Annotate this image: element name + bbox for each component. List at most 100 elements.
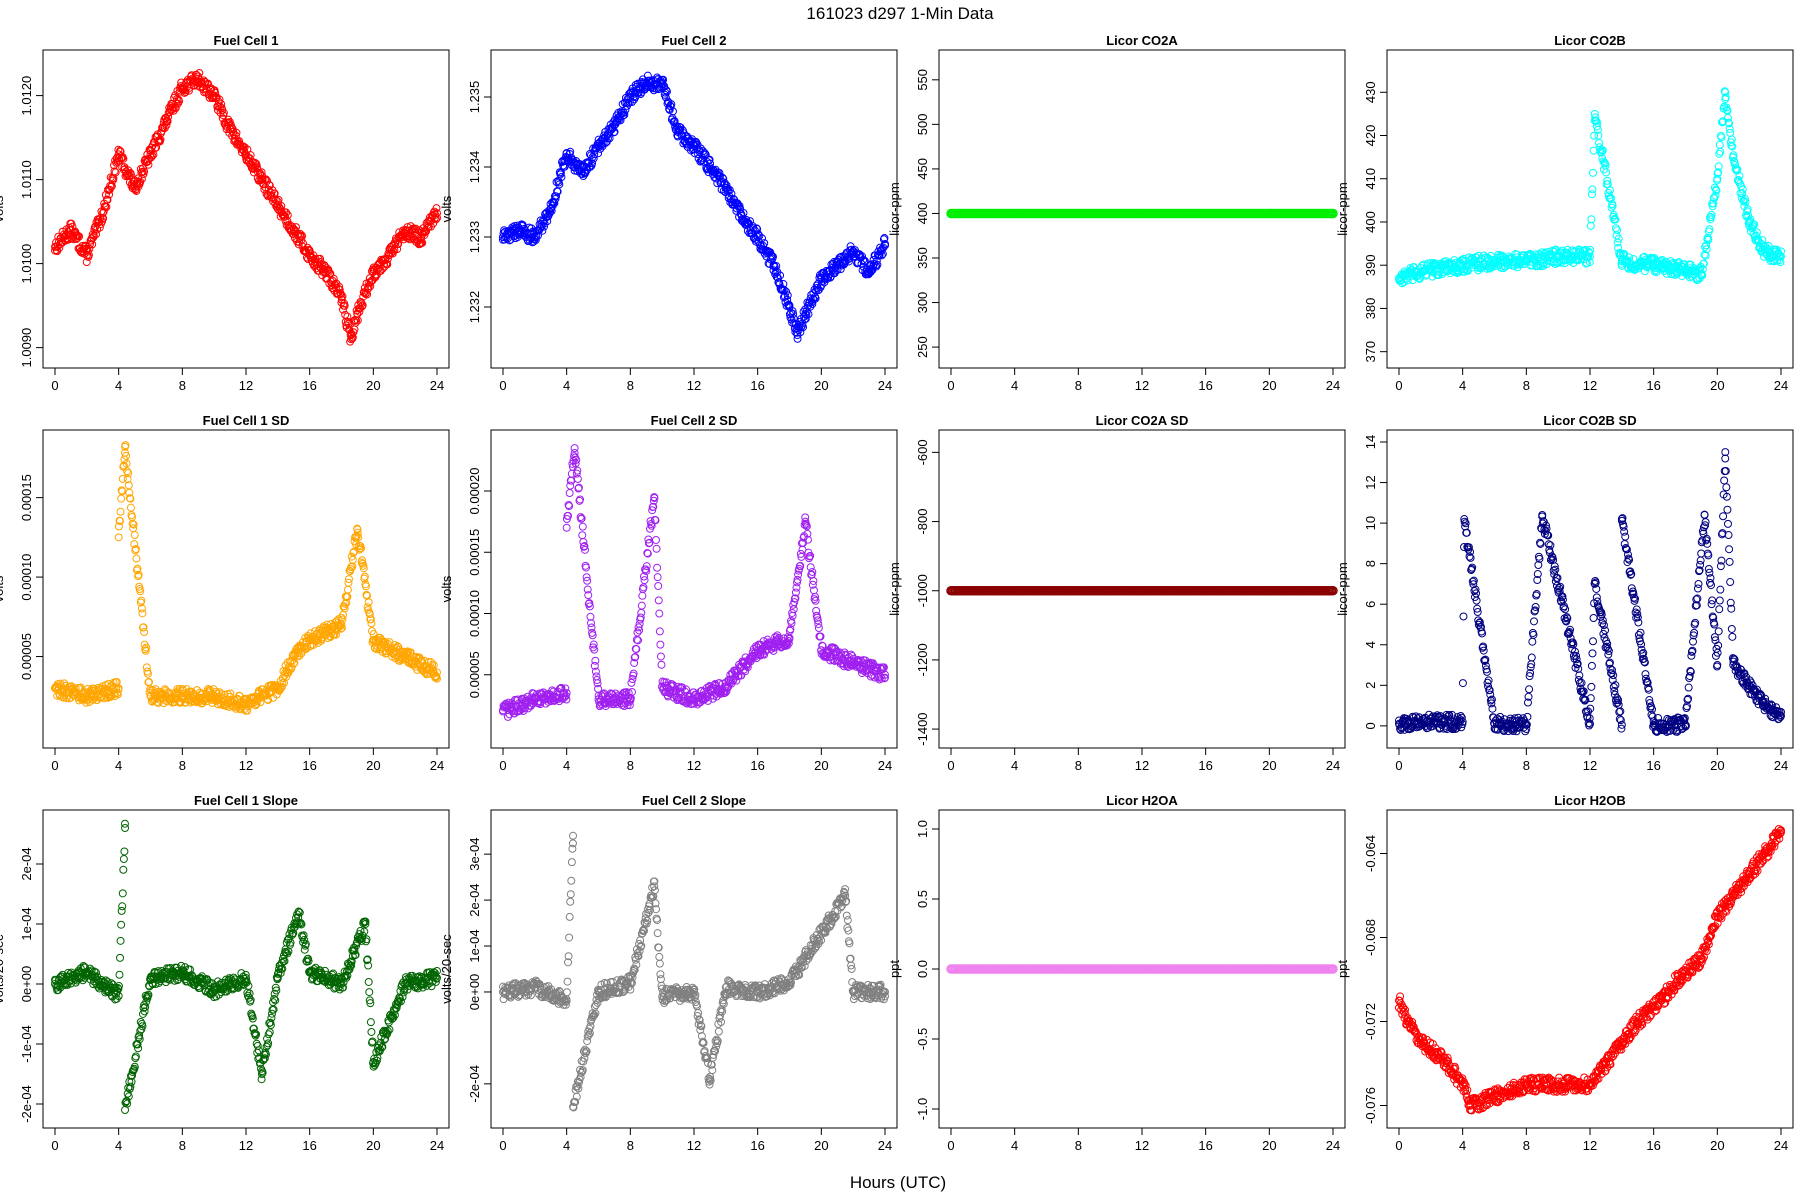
data-point	[1723, 519, 1732, 528]
data-point	[105, 190, 114, 199]
data-point	[539, 217, 548, 226]
data-point	[55, 243, 64, 252]
x-tick-label: 24	[1326, 378, 1340, 393]
data-point	[654, 596, 663, 605]
y-tick-label: -1200	[915, 643, 930, 676]
data-point	[638, 591, 647, 600]
panel-title: Licor CO2A SD	[1096, 413, 1189, 428]
x-tick-label: 8	[1523, 378, 1530, 393]
data-point	[418, 238, 427, 247]
x-tick-label: 12	[1583, 758, 1597, 773]
panel-title: Fuel Cell 1	[213, 33, 278, 48]
data-point	[117, 494, 126, 503]
data-point	[364, 598, 373, 607]
y-axis-label: licor-ppm	[887, 182, 902, 235]
data-point	[584, 158, 593, 167]
y-tick-label: 0.00005	[467, 651, 482, 698]
x-tick-label: 24	[878, 378, 892, 393]
data-point	[433, 209, 441, 218]
figure-title: 161023 d297 1-Min Data	[806, 4, 994, 23]
data-point	[1528, 637, 1537, 646]
y-tick-label: -600	[915, 439, 930, 465]
y-tick-label: 0	[1363, 722, 1378, 729]
data-point	[348, 333, 357, 342]
x-tick-label: 16	[750, 378, 764, 393]
y-tick-label: 390	[1363, 254, 1378, 276]
data-points	[51, 68, 441, 346]
data-point	[562, 523, 571, 532]
data-point	[633, 628, 642, 637]
x-tick-label: 8	[179, 758, 186, 773]
data-point	[637, 608, 646, 617]
x-tick-label: 12	[687, 758, 701, 773]
data-point	[657, 660, 666, 669]
x-tick-label: 0	[51, 378, 58, 393]
data-point	[110, 167, 119, 176]
data-point	[591, 656, 600, 665]
x-tick-label: 16	[302, 378, 316, 393]
y-tick-label: 10	[1363, 516, 1378, 530]
y-tick-label: 370	[1363, 341, 1378, 363]
data-point	[570, 444, 579, 453]
y-tick-label: 1.0110	[19, 160, 34, 199]
data-point	[369, 268, 378, 276]
y-tick-label: 1.0090	[19, 328, 34, 368]
data-point	[557, 173, 566, 182]
y-tick-label: 400	[915, 203, 930, 225]
data-point	[1715, 140, 1724, 149]
data-point	[195, 68, 204, 77]
data-point	[257, 175, 266, 184]
data-point	[655, 609, 664, 618]
data-point	[367, 619, 376, 628]
x-tick-label: 4	[1011, 378, 1018, 393]
data-point	[1720, 476, 1729, 485]
x-tick-label: 16	[750, 758, 764, 773]
data-point	[540, 219, 549, 228]
data-point	[246, 151, 255, 160]
x-tick-label: 4	[1459, 378, 1466, 393]
data-point	[653, 563, 662, 572]
y-tick-label: 380	[1363, 298, 1378, 320]
data-point	[1714, 627, 1723, 636]
y-tick-label: 14	[1363, 435, 1378, 449]
data-point	[404, 234, 413, 243]
data-point	[119, 154, 128, 163]
data-point	[171, 104, 180, 113]
data-point	[116, 507, 125, 516]
y-tick-label: 1.0100	[19, 244, 34, 284]
data-point	[1728, 632, 1737, 641]
data-point	[126, 503, 135, 512]
data-point	[347, 330, 356, 339]
data-point	[431, 215, 440, 224]
y-axis-label: licor-ppm	[887, 562, 902, 615]
data-point	[99, 207, 108, 216]
y-tick-label: 12	[1363, 475, 1378, 489]
x-tick-label: 4	[563, 378, 570, 393]
data-point	[371, 273, 380, 282]
data-point	[417, 234, 426, 243]
panel-title: Fuel Cell 1 SD	[203, 413, 290, 428]
x-tick-label: 12	[239, 758, 253, 773]
x-tick-label: 12	[1135, 378, 1149, 393]
data-point	[51, 242, 59, 251]
x-tick-label: 8	[1075, 758, 1082, 773]
data-point	[363, 290, 372, 299]
data-point	[1697, 549, 1706, 558]
data-point	[389, 247, 398, 256]
data-point	[164, 112, 173, 121]
x-tick-label: 24	[1774, 758, 1788, 773]
y-tick-label: 410	[1363, 168, 1378, 190]
data-points	[946, 208, 1338, 219]
x-tick-label: 4	[115, 378, 122, 393]
data-point	[652, 544, 661, 553]
data-point	[429, 219, 438, 228]
panel-title: Licor CO2B SD	[1543, 413, 1636, 428]
data-point	[1462, 528, 1471, 537]
data-point	[1696, 556, 1705, 565]
